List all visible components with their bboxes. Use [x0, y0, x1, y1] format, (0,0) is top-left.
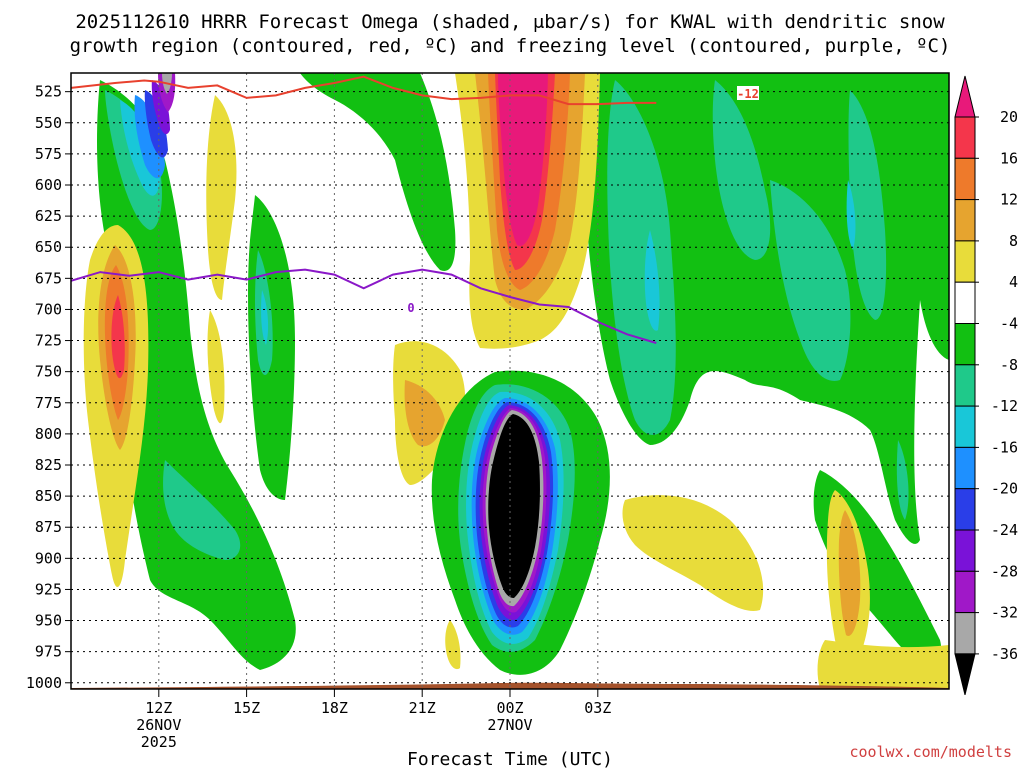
omega-region-yellow-bottom-right: [817, 640, 949, 689]
colorbar-tick-label: -36: [991, 645, 1018, 663]
omega-region-cyan-3: [846, 180, 856, 250]
colorbar: 20 16 12 8 4 -4 -8 -12 -16 -20 -24 -28 -32 -36: [954, 75, 1018, 696]
colorbar-top-arrow: [954, 75, 976, 118]
omega-region-gold-lower-right: [838, 510, 861, 636]
y-tick-label: 875: [35, 518, 62, 536]
colorbar-bin: [954, 446, 976, 490]
omega-region-cyan-4: [261, 290, 269, 345]
colorbar-bin: [954, 488, 976, 531]
omega-region-gold-mid: [404, 380, 445, 447]
x-tick-label: 03Z: [584, 699, 611, 717]
omega-region-blue-2: [144, 90, 168, 158]
y-axis: 525 550 575 600 625 650 675 700 725 750 775 800 825 8…: [26, 83, 71, 692]
contours: [71, 75, 657, 344]
dgz-contour-line: [71, 75, 657, 106]
credit-text: coolwx.com/modelts: [849, 743, 1012, 761]
omega-region-red-left: [111, 295, 125, 379]
x-tick-date-label: 27NOV: [487, 716, 532, 734]
colorbar-bin: [954, 323, 976, 366]
omega-region-green-mid: [300, 73, 456, 271]
y-tick-label: 775: [35, 394, 62, 412]
omega-region-green-right-col: [921, 73, 949, 355]
omega-region-teal-5: [712, 80, 771, 260]
chart-title-line2: growth region (contoured, red, ºC) and f…: [70, 35, 951, 57]
x-tick-label: 12Z: [145, 699, 172, 717]
dgz-contour-label-bg: [737, 86, 759, 100]
x-tick-label: 00Z: [496, 699, 523, 717]
omega-shaded-field: [71, 73, 949, 689]
colorbar-bin: [954, 612, 976, 655]
omega-region-yellow-col-1: [206, 95, 237, 300]
colorbar-tick-label: 20: [1000, 108, 1018, 126]
freezing-contour-label: 0: [407, 301, 414, 315]
omega-region-teal-7: [848, 90, 887, 320]
y-tick-label: 850: [35, 487, 62, 505]
colorbar-bin: [954, 199, 976, 242]
colorbar-bin: [954, 240, 976, 283]
y-tick-label: 550: [35, 114, 62, 132]
x-tick-label: 18Z: [321, 699, 348, 717]
omega-region-teal-8: [896, 440, 909, 520]
colorbar-bin: [954, 570, 976, 614]
omega-region-yellow-col-2: [207, 310, 225, 424]
colorbar-bin: [954, 116, 976, 159]
y-tick-label: 975: [35, 643, 62, 661]
y-tick-label: 950: [35, 612, 62, 630]
grid-lines: [71, 73, 949, 689]
omega-region-teal-2: [163, 460, 241, 560]
colorbar-bin: [954, 157, 976, 201]
colorbar-tick-label: -4: [1000, 315, 1018, 333]
colorbar-tick-label: -24: [991, 521, 1018, 539]
colorbar-tick-label: -8: [1000, 356, 1018, 374]
y-tick-label: 700: [35, 300, 62, 318]
colorbar-tick-label: 8: [1009, 232, 1018, 250]
colorbar-tick-label: -32: [991, 604, 1018, 622]
y-tick-label: 725: [35, 332, 62, 350]
freezing-contour-label-bg: [403, 300, 419, 314]
colorbar-bottom-arrow: [954, 653, 976, 696]
y-tick-label: 750: [35, 363, 62, 381]
omega-region-yellow-small: [445, 620, 461, 670]
y-tick-label: 525: [35, 83, 62, 101]
omega-region-cyan-2: [644, 230, 660, 331]
x-tick-year-label: 2025: [141, 733, 177, 751]
y-tick-label: 825: [35, 456, 62, 474]
colorbar-bin: [954, 281, 976, 325]
omega-region-black-core: [488, 414, 540, 598]
colorbar-bin: [954, 529, 976, 572]
y-tick-label: 575: [35, 145, 62, 163]
x-axis-label: Forecast Time (UTC): [407, 749, 613, 768]
colorbar-tick-label: -12: [991, 397, 1018, 415]
colorbar-tick-label: 4: [1009, 273, 1018, 291]
x-tick-label: 21Z: [409, 699, 436, 717]
omega-region-yellow-lower-mid: [622, 495, 764, 611]
colorbar-tick-label: 16: [1000, 149, 1018, 167]
y-tick-label: 1000: [26, 674, 62, 692]
colorbar-tick-label: -28: [991, 562, 1018, 580]
colorbar-bin: [954, 364, 976, 407]
y-tick-label: 650: [35, 238, 62, 256]
y-tick-label: 675: [35, 269, 62, 287]
y-tick-label: 600: [35, 176, 62, 194]
omega-region-blue-1: [134, 95, 165, 179]
colorbar-tick-label: 12: [1000, 191, 1018, 209]
colorbar-tick-label: -16: [991, 438, 1018, 456]
omega-region-purple-1: [151, 80, 170, 135]
y-tick-label: 900: [35, 549, 62, 567]
dgz-contour-label: -12: [737, 87, 759, 101]
y-tick-label: 800: [35, 425, 62, 443]
colorbar-bin: [954, 405, 976, 448]
omega-region-teal-6: [770, 180, 851, 381]
colorbar-tick-label: -20: [991, 480, 1018, 498]
omega-region-teal-4: [607, 80, 676, 435]
x-tick-label: 15Z: [233, 699, 260, 717]
y-tick-label: 925: [35, 580, 62, 598]
freezing-level-contour-line: [71, 268, 657, 344]
chart-title-line1: 2025112610 HRRR Forecast Omega (shaded, …: [75, 11, 945, 33]
y-tick-label: 625: [35, 207, 62, 225]
x-tick-date-label: 26NOV: [136, 716, 181, 734]
